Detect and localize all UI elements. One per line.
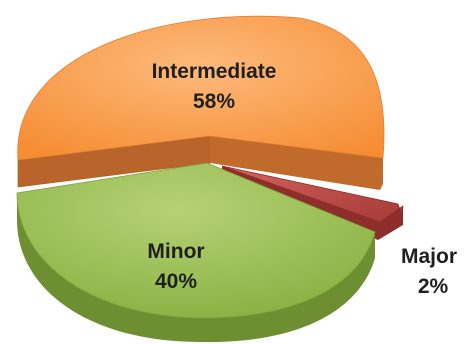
label-minor-name: Minor — [147, 240, 204, 263]
slice-intermediate — [17, 15, 385, 190]
label-intermediate-percent: 58% — [193, 90, 235, 113]
slice-major — [221, 165, 404, 240]
label-major-name: Major — [401, 245, 457, 268]
slice-intermediate-top — [17, 15, 385, 161]
slice-minor — [16, 162, 376, 343]
label-minor-percent: 40% — [155, 270, 197, 293]
slice-minor-side — [17, 193, 375, 343]
label-major-percent: 2% — [418, 275, 449, 298]
slice-minor-top — [16, 162, 376, 319]
slice-major-side — [222, 166, 403, 240]
slice-major-top — [221, 165, 404, 223]
slice-intermediate-rim — [210, 136, 383, 190]
label-intermediate-name: Intermediate — [152, 60, 277, 83]
